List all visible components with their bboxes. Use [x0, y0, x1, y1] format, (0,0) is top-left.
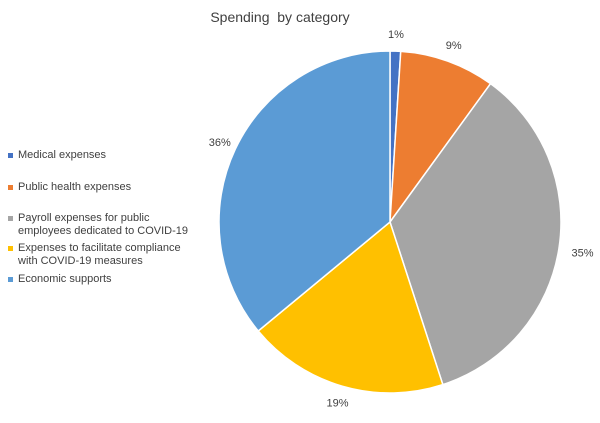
pie-slice-public-health: [389, 50, 492, 225]
data-label-compliance: 19%: [327, 398, 349, 410]
pie-slice-compliance: [257, 220, 444, 394]
chart-title: Spending by category: [210, 9, 350, 25]
legend-label-payroll: Payroll expenses for public employees de…: [18, 212, 188, 237]
legend-swatch-public-health: [8, 185, 13, 190]
legend-item-economic: Economic supports: [8, 273, 112, 286]
legend-item-medical: Medical expenses: [8, 149, 106, 162]
data-label-payroll: 35%: [572, 247, 594, 259]
legend-item-compliance: Expenses to facilitate compliance with C…: [8, 242, 181, 268]
legend-swatch-payroll: [8, 216, 13, 221]
legend-label-public-health: Public health expenses: [18, 181, 132, 193]
pie-slice-economic: [218, 50, 391, 333]
legend-label-economic: Economic supports: [18, 273, 112, 285]
legend-swatch-medical: [8, 153, 13, 158]
legend-swatch-economic: [8, 277, 13, 282]
data-label-public-health: 9%: [446, 40, 462, 52]
legend-item-payroll: Payroll expenses for public employees de…: [8, 212, 188, 238]
legend-item-public-health: Public health expenses: [8, 181, 131, 194]
pie-slice-payroll: [389, 82, 562, 386]
legend-label-medical: Medical expenses: [18, 149, 107, 161]
data-label-medical: 1%: [388, 29, 404, 41]
legend-label-compliance: Expenses to facilitate compliance with C…: [18, 242, 181, 267]
data-label-economic: 36%: [209, 137, 231, 149]
legend-swatch-compliance: [8, 246, 13, 251]
